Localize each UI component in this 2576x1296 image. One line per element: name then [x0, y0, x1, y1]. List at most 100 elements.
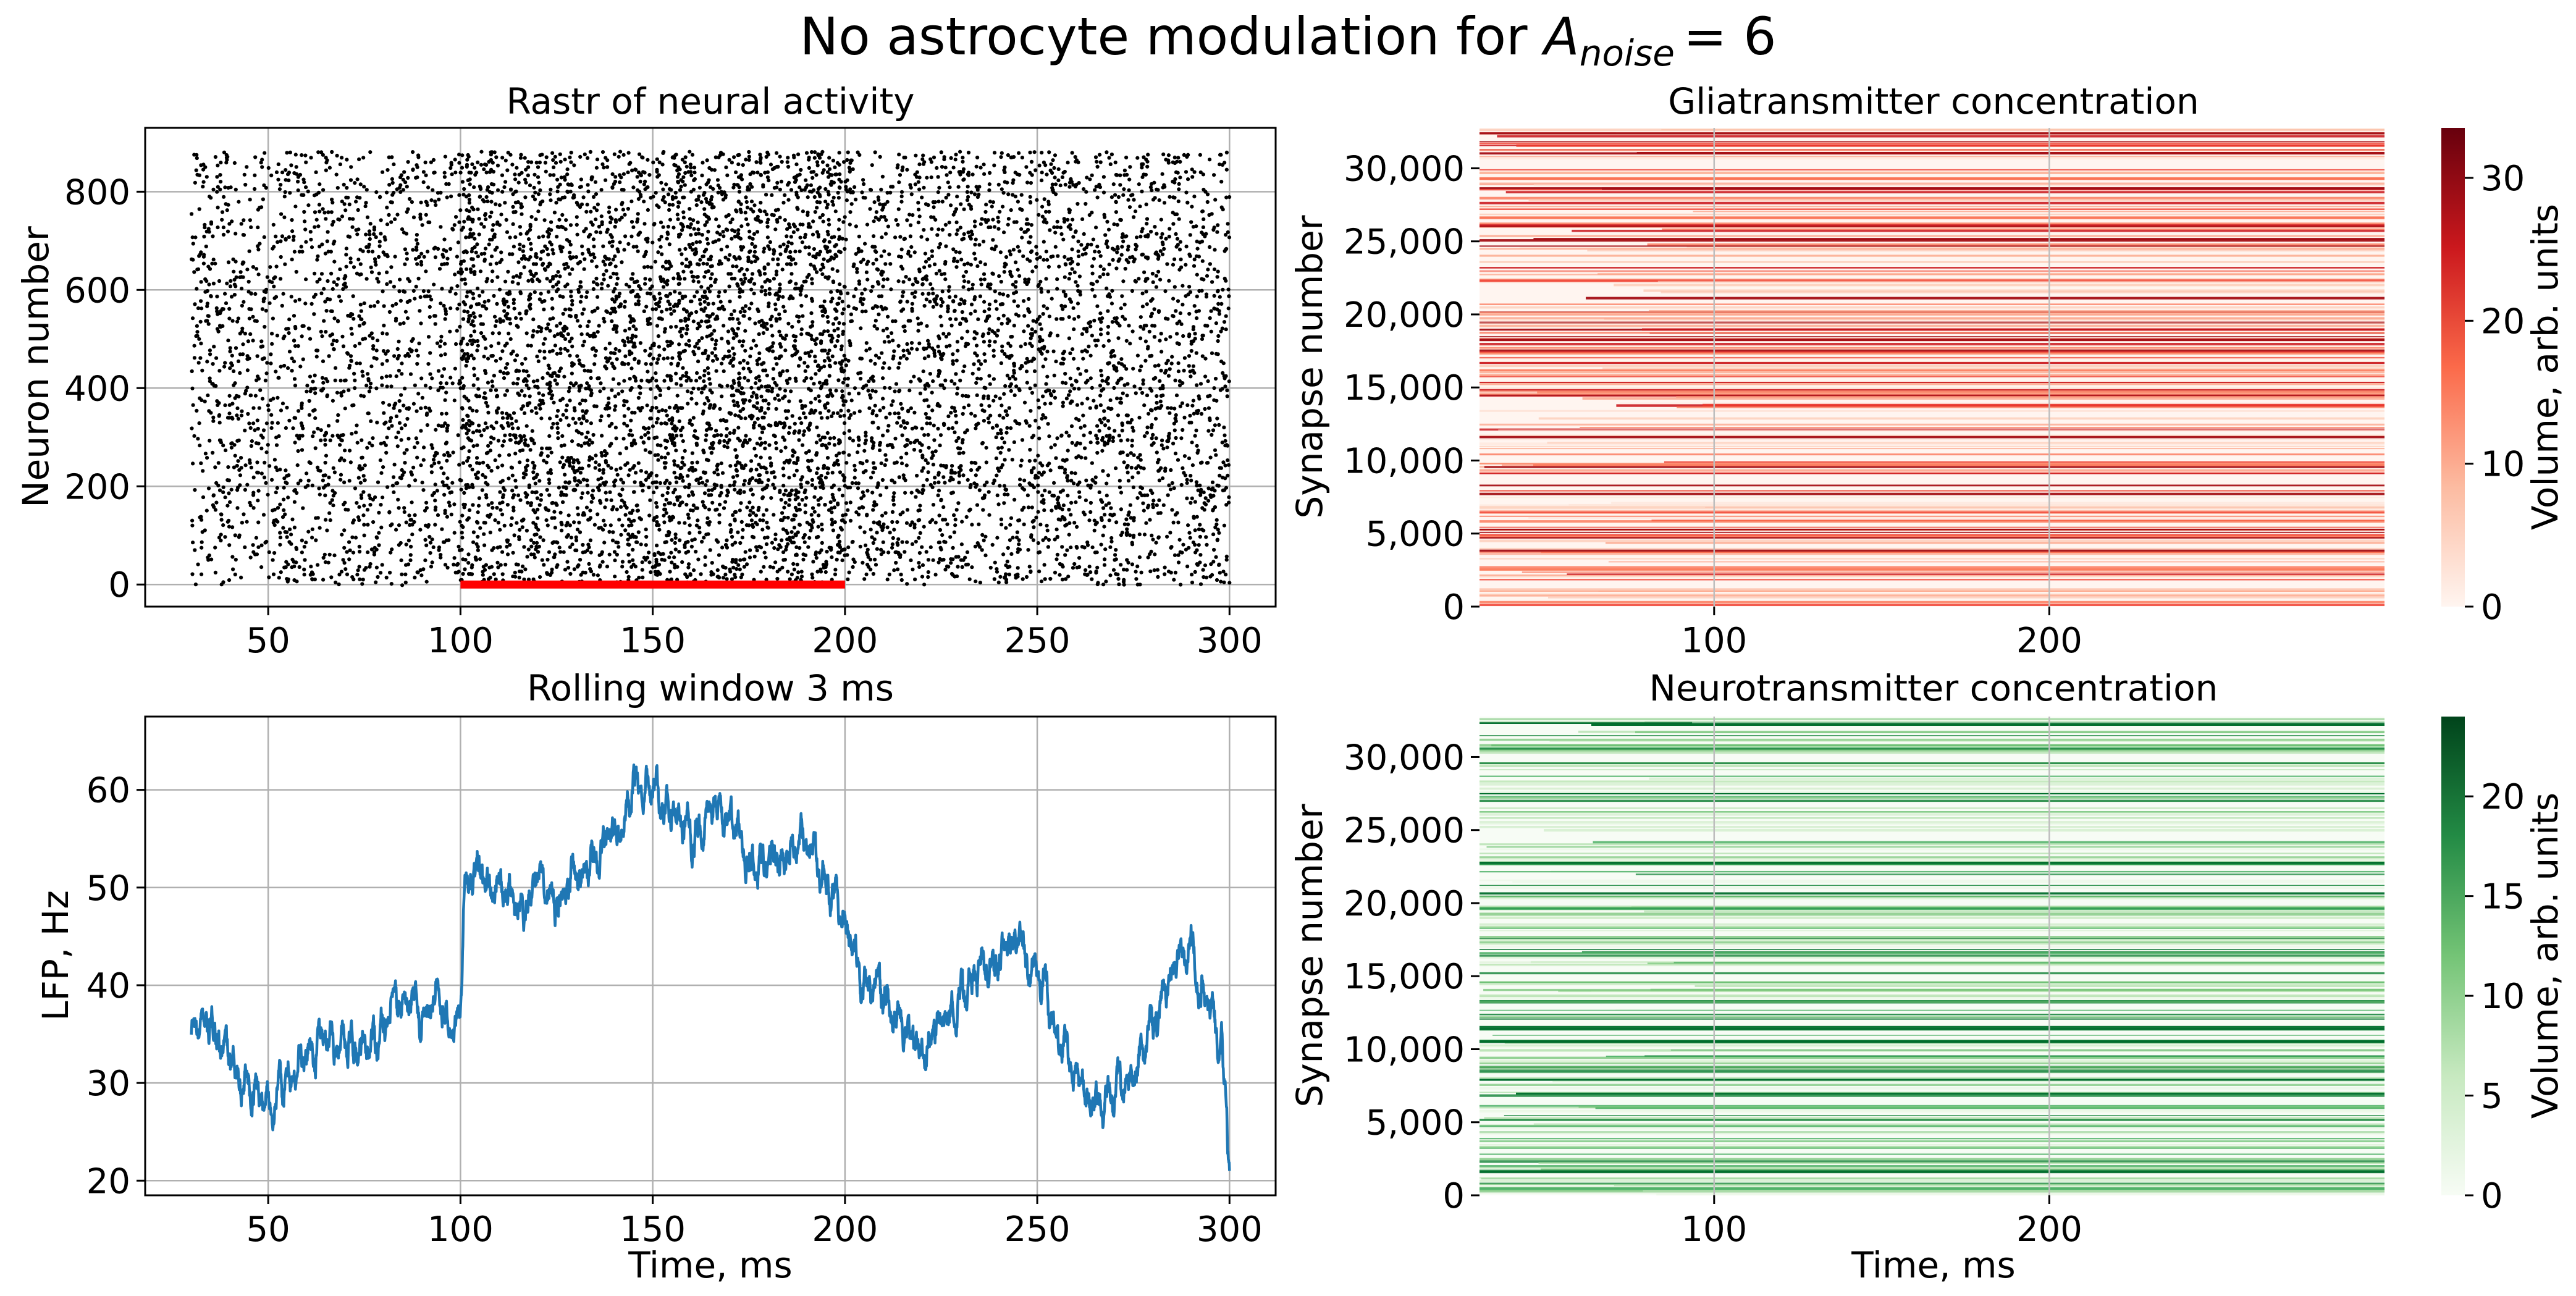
- spike-dot: [413, 575, 417, 580]
- spike-dot: [1025, 381, 1029, 385]
- spike-dot: [778, 567, 782, 572]
- spike-dot: [555, 563, 560, 567]
- spike-dot: [764, 542, 769, 547]
- spike-dot: [1163, 572, 1167, 576]
- spike-dot: [338, 443, 342, 447]
- spike-dot: [1141, 378, 1145, 382]
- spike-dot: [1042, 470, 1046, 474]
- spike-dot: [532, 532, 537, 537]
- spike-dot: [236, 459, 240, 463]
- spike-dot: [419, 406, 423, 411]
- spike-dot: [895, 421, 899, 425]
- spike-dot: [541, 342, 545, 346]
- spike-dot: [1011, 374, 1015, 379]
- spike-dot: [1054, 557, 1059, 562]
- spike-dot: [812, 382, 816, 386]
- spike-dot: [234, 393, 239, 398]
- spike-dot: [1063, 553, 1067, 557]
- spike-dot: [782, 421, 786, 426]
- spike-dot: [689, 390, 694, 395]
- spike-dot: [629, 565, 634, 570]
- spike-dot: [1064, 397, 1069, 401]
- spike-dot: [539, 416, 544, 421]
- spike-dot: [1038, 523, 1043, 527]
- spike-dot: [702, 503, 706, 508]
- spike-dot: [584, 386, 588, 391]
- spike-dot: [520, 525, 524, 529]
- spike-dot: [1101, 533, 1105, 537]
- spike-dot: [835, 458, 840, 463]
- spike-dot: [337, 582, 341, 587]
- spike-dot: [558, 418, 563, 423]
- spike-dot: [927, 445, 931, 450]
- spike-dot: [282, 486, 286, 490]
- spike-dot: [623, 513, 628, 517]
- spike-dot: [774, 440, 778, 445]
- spike-dot: [1048, 576, 1053, 581]
- spike-dot: [1114, 520, 1119, 524]
- spike-dot: [1090, 577, 1094, 581]
- spike-dot: [709, 442, 714, 446]
- spike-dot: [975, 503, 980, 507]
- spike-dot: [775, 362, 779, 366]
- spike-dot: [739, 386, 744, 390]
- spike-dot: [819, 496, 823, 500]
- spike-dot: [891, 339, 895, 343]
- spike-dot: [621, 481, 626, 485]
- spike-dot: [262, 475, 267, 480]
- spike-dot: [1126, 453, 1130, 458]
- spike-dot: [1140, 390, 1145, 395]
- spike-dot: [781, 369, 785, 374]
- spike-dot: [296, 481, 300, 486]
- spike-dot: [747, 366, 751, 371]
- spike-dot: [745, 505, 749, 510]
- spike-dot: [643, 348, 647, 353]
- spike-dot: [937, 489, 941, 493]
- spike-dot: [286, 495, 290, 500]
- spike-dot: [369, 547, 374, 552]
- spike-dot: [1072, 387, 1077, 391]
- spike-dot: [510, 426, 515, 431]
- spike-dot: [1069, 383, 1074, 387]
- spike-dot: [991, 398, 996, 403]
- spike-dot: [808, 468, 812, 473]
- spike-dot: [545, 446, 549, 450]
- spike-dot: [604, 356, 608, 360]
- spike-dot: [607, 413, 611, 418]
- spike-dot: [965, 428, 969, 432]
- spike-dot: [663, 465, 667, 469]
- spike-dot: [433, 499, 437, 503]
- spike-dot: [995, 570, 1000, 574]
- spike-dot: [584, 436, 589, 440]
- spike-dot: [568, 398, 572, 403]
- spike-dot: [1128, 342, 1132, 346]
- spike-dot: [523, 567, 528, 571]
- spike-dot: [654, 406, 659, 410]
- spike-dot: [402, 403, 406, 408]
- spike-dot: [782, 505, 786, 510]
- spike-dot: [309, 565, 313, 569]
- spike-dot: [1113, 429, 1117, 433]
- spike-dot: [306, 529, 311, 534]
- spike-dot: [680, 560, 684, 565]
- spike-dot: [1069, 500, 1074, 505]
- spike-dot: [1037, 550, 1041, 555]
- spike-dot: [799, 482, 803, 487]
- spike-dot: [1085, 573, 1090, 577]
- spike-dot: [601, 481, 605, 486]
- spike-dot: [1130, 418, 1134, 422]
- spike-dot: [1221, 460, 1226, 465]
- spike-dot: [1185, 478, 1189, 482]
- spike-dot: [628, 535, 633, 539]
- spike-dot: [653, 453, 657, 458]
- spike-dot: [210, 382, 214, 386]
- spike-dot: [626, 537, 630, 542]
- spike-dot: [823, 444, 828, 448]
- spike-dot: [1032, 466, 1036, 470]
- spike-dot: [1134, 577, 1139, 581]
- spike-dot: [1126, 420, 1130, 425]
- spike-dot: [331, 466, 335, 470]
- spike-dot: [1118, 400, 1122, 405]
- spike-dot: [656, 550, 660, 555]
- spike-dot: [313, 373, 317, 377]
